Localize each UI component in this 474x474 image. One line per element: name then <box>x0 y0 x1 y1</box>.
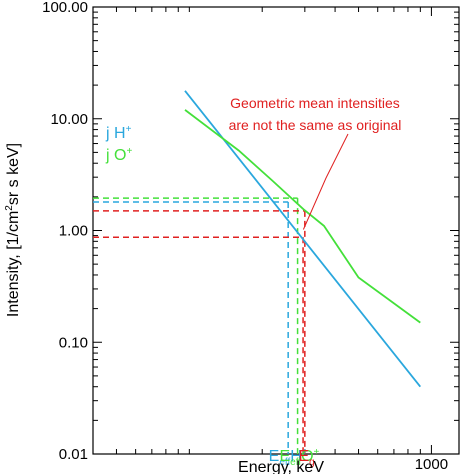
x-axis-label: Energy, keV <box>238 459 324 474</box>
axis-ticks: 100.00 10.00 1.00 0.10 0.01 1000 <box>42 0 459 473</box>
y-tick-label: 100.00 <box>42 0 88 16</box>
series-group <box>184 90 422 388</box>
y-tick-label: 0.10 <box>59 334 88 351</box>
y-tick-label: 1.00 <box>59 223 88 240</box>
reference-lines <box>93 197 306 454</box>
x-marker-label: Eg <box>298 448 314 468</box>
y-tick-label: 10.00 <box>50 111 88 128</box>
series-line-o-plus <box>184 109 421 324</box>
annotation-text: Geometric mean intensities <box>230 95 400 111</box>
x-tick-label: 1000 <box>415 456 448 473</box>
legend-entry: j H+ <box>105 124 132 142</box>
x-marker-label: EeffH+ <box>269 447 308 468</box>
legend: j H+ j O+ <box>105 124 132 164</box>
y-tick-label: 0.01 <box>59 446 88 463</box>
plot-frame <box>92 6 460 455</box>
x-marker-label: EeffO+ <box>279 447 319 468</box>
annotation-text: are not the same as original <box>229 117 402 133</box>
legend-entry: j O+ <box>105 146 132 164</box>
x-markers: EeffH+EeffO+Eg <box>269 447 320 468</box>
y-axis-label: Intensity, [1/cm2sr s keV] <box>4 143 22 317</box>
annotation: Geometric mean intensities are not the sa… <box>229 95 402 230</box>
annotation-arrow <box>302 133 349 230</box>
